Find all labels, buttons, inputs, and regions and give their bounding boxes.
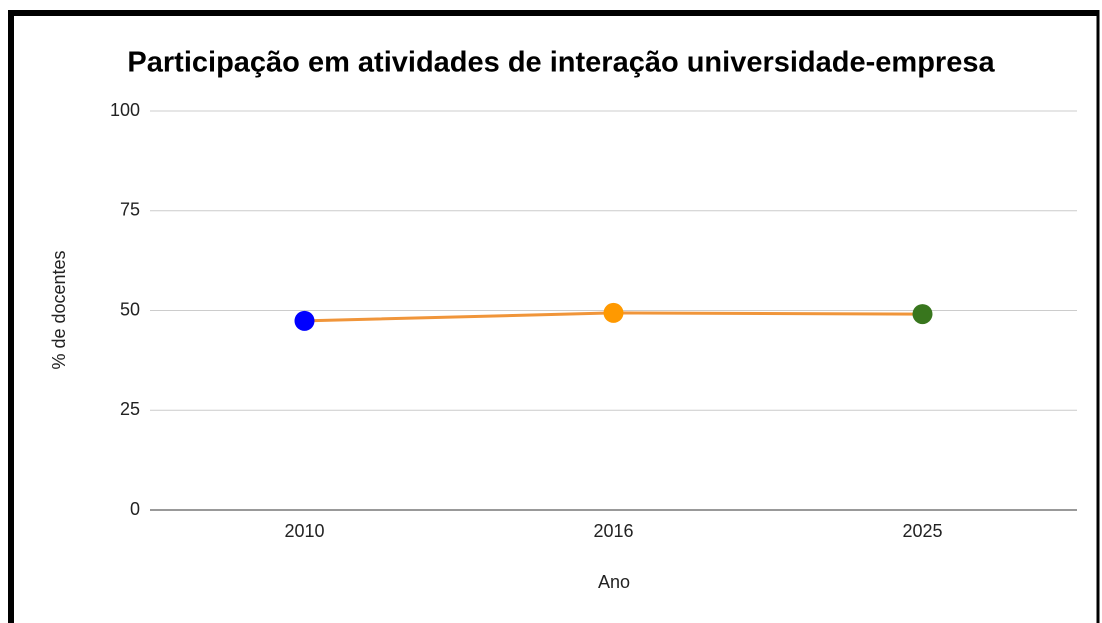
data-point bbox=[294, 310, 315, 331]
x-tick-label: 2016 bbox=[593, 521, 633, 541]
y-tick-label: 0 bbox=[130, 499, 140, 519]
data-point bbox=[912, 304, 933, 325]
x-axis-label: Ano bbox=[598, 572, 630, 592]
chart-title: Participação em atividades de interação … bbox=[127, 47, 995, 79]
y-tick-label: 100 bbox=[110, 100, 140, 120]
y-tick-label: 50 bbox=[120, 299, 140, 319]
y-tick-label: 75 bbox=[120, 200, 140, 220]
x-tick-label: 2010 bbox=[284, 521, 324, 541]
y-tick-label: 25 bbox=[120, 399, 140, 419]
x-tick-label: 2025 bbox=[902, 521, 942, 541]
data-point bbox=[603, 302, 624, 323]
y-axis-label: % de docentes bbox=[49, 250, 69, 369]
